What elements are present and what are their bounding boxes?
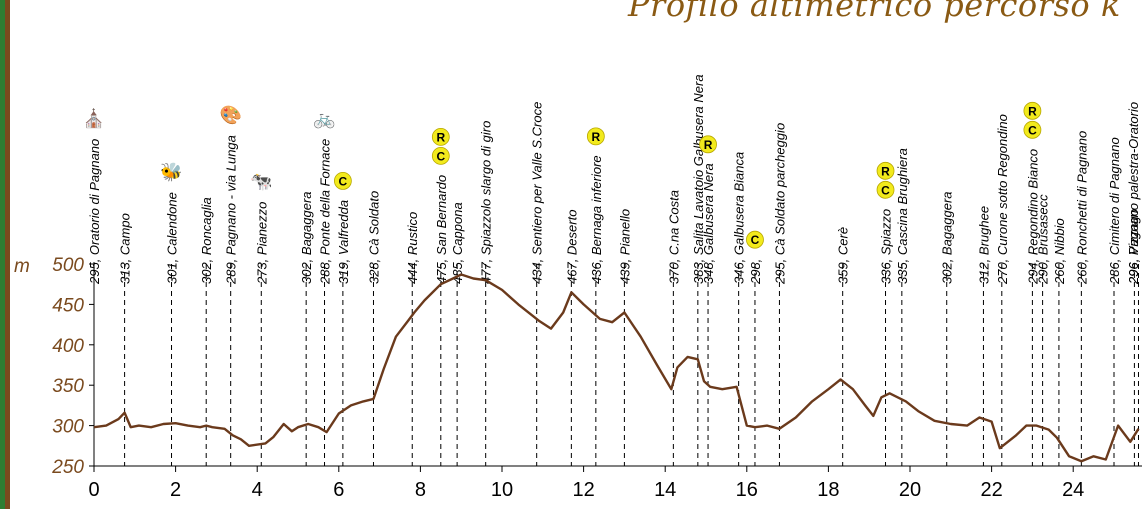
x-tick-label: 22 [980,479,1002,501]
waypoint-label: 301, Calendone [165,192,180,284]
bike-icon: 🚲 [313,109,335,129]
x-tick-label: 20 [899,479,921,501]
bee-icon: 🐝 [160,162,182,182]
waypoint-label: 336, Spiazzo [879,209,894,284]
waypoint-label: 346, Galbusera Bianca [732,152,747,284]
y-axis-unit: m [14,256,30,277]
y-tick-label: 250 [51,457,84,478]
badge-circle [1023,101,1042,120]
waypoint-label: 296, Vizzago [1126,209,1141,285]
badge-circle [876,180,895,199]
cow-icon: 🐄 [250,172,272,192]
x-tick-label: 0 [88,479,99,501]
waypoint-label: 288, Ponte della Fornace [318,139,333,285]
elevation-line [93,273,1140,463]
badge-r: R [436,130,445,144]
badge-circle [746,230,764,249]
chart-title: Profilo altimetrico percorso k [628,0,1121,24]
x-tick-label: 16 [736,479,758,501]
badge-c: C [339,174,348,188]
y-tick-label: 450 [52,295,84,316]
badge-c: C [751,233,760,247]
badge-circle [699,135,717,154]
x-tick-label: 10 [491,479,513,501]
waypoint-label: 319, Valfredda [336,200,351,284]
waypoint-label: 294, Regondino Bianco [1025,149,1040,285]
waypoint-label: 302, Bagaggera [299,191,314,284]
waypoint-labels: 295, Oratorio di Pagnano ⛪ 313, Campo 301, … [83,74,1141,285]
waypoint-label: 273, Pianezzo [254,202,269,285]
waypoint-label: 485, Cappona [450,202,465,284]
waypoint-label: 270, Curone sotto Regondino [995,114,1010,285]
badge-circle [431,146,450,165]
x-tick-label: 2 [170,479,181,501]
badge-circle [876,161,895,180]
waypoint-label: 295, Oratorio di Pagnano [87,139,102,285]
waypoint-label: 439, Pianello [617,209,632,284]
badge-r: R [704,138,713,152]
waypoint-label: 302, Roncaglia [199,197,214,284]
y-tick-label: 400 [52,336,84,357]
left-border-green [0,0,5,509]
waypoint-label: 444, Rustico [405,212,420,284]
x-tick-label: 6 [333,479,344,501]
badge-circle [586,127,605,146]
badge-circle [431,127,450,146]
waypoint-label: 290, Brusasecc [1036,194,1051,285]
palette-icon: 🎨 [219,104,241,125]
x-tick-label: 24 [1062,479,1084,501]
waypoint-label: 477, Spiazzolo slargo di giro [479,121,494,284]
x-tick-label: 18 [817,479,839,501]
waypoint-label: 302, Bagaggera [940,191,955,284]
waypoint-label: 260, Ronchetti di Pagnano [1074,131,1089,285]
waypoint-label: 328, Cà Soldato [366,191,381,284]
badge-r: R [592,130,601,144]
x-tick-label: 14 [654,479,676,501]
x-tick-label: 12 [572,479,594,501]
waypoint-label: 436, Bernaga inferiore [589,155,604,284]
badge-c: C [1028,123,1037,137]
y-tick-label: 500 [52,255,84,276]
waypoint-label: 298, [748,259,763,285]
y-tick-label: 300 [52,417,84,438]
badge-r: R [1028,104,1037,118]
x-tick-label: 4 [252,479,263,501]
waypoint-label: 475, San Bernardo [434,175,449,284]
badge-c: C [881,183,890,197]
x-tick-label: 8 [415,479,426,501]
y-tick-label: 350 [52,376,84,397]
waypoint-label: 286, Cimitero di Pagnano [1107,137,1122,285]
waypoint-label: 348, Galbusera Nera [701,163,716,284]
waypoint-guides [93,264,1139,466]
waypoint-label: 335, Cascina Brughiera [895,148,910,284]
waypoint-label: 359, Cerè [836,227,851,284]
badge-circle [333,172,352,190]
badge-c: C [436,149,445,163]
waypoint-label: 260, Nibbio [1052,218,1067,285]
waypoint-label: 313, Campo [118,213,133,284]
chapel-icon: ⛪ [83,108,105,129]
waypoint-label: 370, C.na Costa [666,190,681,284]
left-border-brown [5,0,10,509]
badge-circle [1023,120,1042,139]
waypoint-label: 434, Sentiero per Valle S.Croce [530,102,545,284]
waypoint-label: 295, Cà Soldato parcheggio [772,123,787,285]
waypoint-label: 467, Deserto [564,210,579,284]
waypoint-label: 312, Brughee [976,206,991,284]
badge-r: R [881,164,890,178]
waypoint-label: 289, Pagnano - via Lunga [224,135,239,285]
waypoint-label: 296, Pagnano palestra-Oratorio [1126,102,1141,285]
waypoint-label: 383, Salita Lavatoio Galbusera Nera [691,74,706,284]
